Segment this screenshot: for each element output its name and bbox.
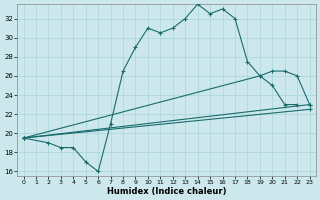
X-axis label: Humidex (Indice chaleur): Humidex (Indice chaleur) <box>107 187 226 196</box>
